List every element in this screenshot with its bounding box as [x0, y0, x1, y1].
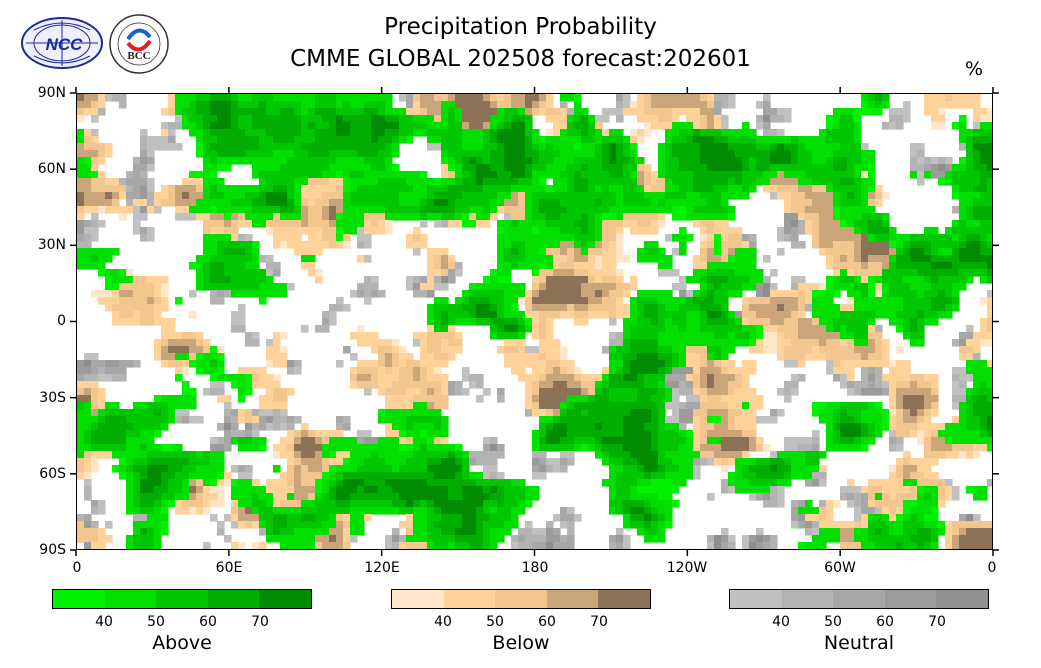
- above-tick-60: 60: [199, 614, 217, 630]
- lat-label-90n: 90N: [37, 85, 66, 101]
- lat-label-60n: 60N: [37, 161, 66, 177]
- lon-label-60e: 60E: [215, 560, 243, 576]
- above-swatch-3: [207, 590, 260, 608]
- neutral-colorbar: [729, 589, 989, 609]
- neutral-tick-40: 40: [772, 614, 790, 630]
- ncc-logo-text: NCC: [46, 35, 84, 54]
- lat-label-30s: 30S: [39, 390, 66, 406]
- above-legend-label: Above: [152, 632, 212, 654]
- below-tick-40: 40: [434, 614, 452, 630]
- above-colorbar: [52, 589, 312, 609]
- below-tick-50: 50: [486, 614, 504, 630]
- lat-label-30n: 30N: [37, 237, 66, 253]
- bcc-logo-text: BCC: [127, 50, 150, 62]
- below-tick-70: 70: [590, 614, 608, 630]
- below-tick-60: 60: [538, 614, 556, 630]
- probability-map: [76, 93, 993, 550]
- above-swatch-4: [259, 590, 311, 608]
- below-swatch-0: [392, 590, 444, 608]
- below-swatch-3: [546, 590, 599, 608]
- unit-label: %: [965, 58, 984, 80]
- neutral-tick-50: 50: [824, 614, 842, 630]
- lon-label-120e: 120E: [364, 560, 400, 576]
- ncc-logo: NCC: [21, 17, 103, 69]
- above-tick-70: 70: [251, 614, 269, 630]
- lon-label-60w: 60W: [824, 560, 856, 576]
- neutral-swatch-4: [936, 590, 988, 608]
- neutral-tick-70: 70: [928, 614, 946, 630]
- probability-field: [77, 94, 992, 549]
- bcc-logo: BCC: [109, 14, 169, 74]
- above-tick-50: 50: [147, 614, 165, 630]
- above-tick-40: 40: [95, 614, 113, 630]
- neutral-swatch-3: [884, 590, 937, 608]
- below-swatch-2: [495, 590, 547, 608]
- lat-label-90s: 90S: [39, 542, 66, 558]
- chart-title: Precipitation Probability: [384, 14, 657, 40]
- lon-label-0-end: 0: [987, 560, 997, 576]
- lat-label-60s: 60S: [39, 466, 66, 482]
- neutral-swatch-0: [730, 590, 782, 608]
- lon-label-0: 0: [72, 560, 82, 576]
- lat-label-eq: 0: [57, 313, 66, 329]
- below-legend-label: Below: [492, 632, 550, 654]
- neutral-swatch-2: [833, 590, 885, 608]
- neutral-legend-label: Neutral: [823, 632, 895, 654]
- below-swatch-4: [598, 590, 650, 608]
- below-colorbar: [391, 589, 651, 609]
- neutral-tick-60: 60: [876, 614, 894, 630]
- lon-label-120w: 120W: [666, 560, 708, 576]
- lon-label-180: 180: [521, 560, 549, 576]
- above-swatch-2: [156, 590, 208, 608]
- chart-subtitle: CMME GLOBAL 202508 forecast:202601: [290, 46, 751, 72]
- neutral-swatch-1: [781, 590, 834, 608]
- above-swatch-0: [53, 590, 105, 608]
- below-swatch-1: [443, 590, 496, 608]
- above-swatch-1: [104, 590, 157, 608]
